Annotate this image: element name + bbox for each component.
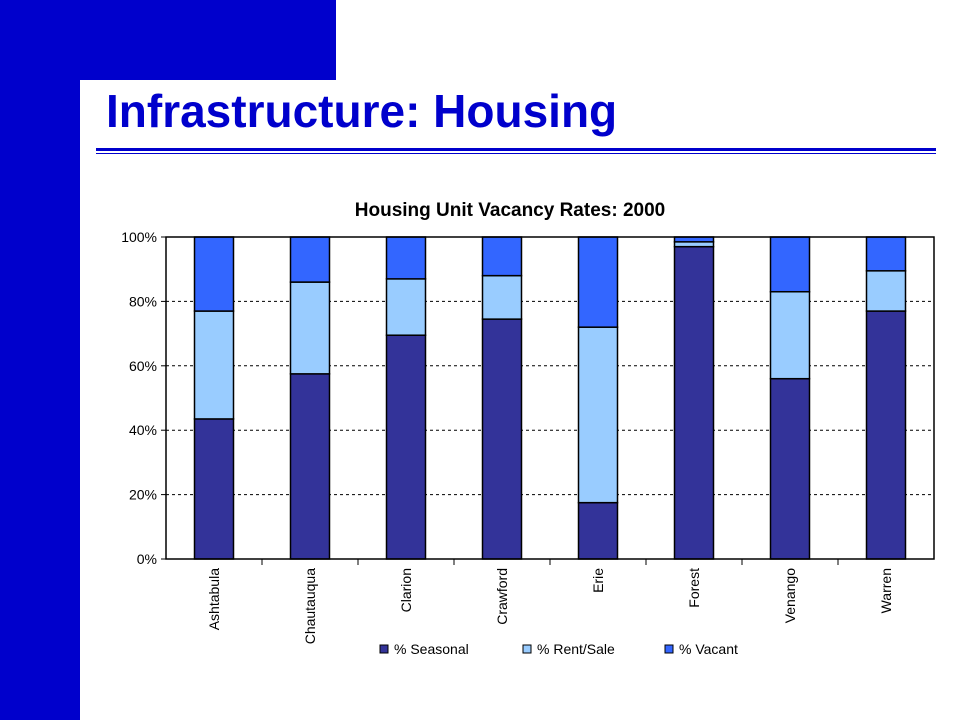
bar-segment-venango-rentsale [769,290,811,380]
bar-segment-crawford-seasonal [481,318,523,560]
legend-label: % Rent/Sale [537,641,615,657]
bar-segment-erie-rentsale [577,326,619,504]
legend: % Seasonal % Rent/Sale % Vacant [379,641,738,657]
bar-segment-erie-vacant [577,236,619,328]
x-tick-label: Crawford [494,568,510,625]
bar-segment-crawford-vacant [481,236,523,277]
y-tick-label: 60% [129,358,157,374]
bar-segment-crawford-rentsale [481,274,523,320]
legend-swatch [522,644,532,654]
x-tick-label: Venango [782,568,798,623]
bar-segment-chautauqua-rentsale [289,281,331,375]
y-tick-label: 40% [129,422,157,438]
bar-segment-ashtabula-rentsale [193,310,235,420]
gridlines [166,300,934,496]
axes: 0% 20% 40% 60% 80% 100% Ashtabula Chautauqua Cla… [121,229,935,645]
bar-segment-venango-vacant [769,236,811,293]
y-tick-label: 0% [137,551,157,567]
y-tick-label: 100% [121,229,157,245]
x-tick-label: Erie [590,568,606,593]
y-tick-label: 20% [129,487,157,503]
x-tick-label: Clarion [398,568,414,612]
title-underline-thin [96,153,936,154]
x-tick-label: Warren [878,568,894,613]
bar-segment-ashtabula-vacant [193,236,235,312]
legend-label: % Vacant [679,641,738,657]
legend-swatch [379,644,389,654]
bar-segment-clarion-vacant [385,236,427,280]
bar-segment-erie-seasonal [577,501,619,560]
bar-segment-chautauqua-vacant [289,236,331,283]
bar-segment-forest-seasonal [673,245,715,560]
slide-title: Infrastructure: Housing [106,85,618,137]
x-tick-label: Ashtabula [206,568,222,630]
bar-segment-ashtabula-seasonal [193,418,235,560]
bar-segment-clarion-seasonal [385,334,427,560]
y-tick-label: 80% [129,293,157,309]
legend-swatch [664,644,674,654]
bar-segment-warren-seasonal [865,310,907,560]
brand-sidebar-bar [0,0,80,720]
bar-segment-warren-vacant [865,236,907,272]
bar-segment-warren-rentsale [865,270,907,312]
x-tick-label: Chautauqua [302,568,318,645]
legend-label: % Seasonal [394,641,469,657]
x-tick-label: Forest [686,568,702,608]
bar-segment-clarion-rentsale [385,278,427,336]
bars [193,236,907,560]
title-underline-thick [96,148,936,151]
bar-segment-chautauqua-seasonal [289,373,331,560]
brand-header-block [0,0,336,80]
bar-segment-venango-seasonal [769,377,811,560]
chart-title: Housing Unit Vacancy Rates: 2000 [355,200,665,221]
plot-frame [165,236,935,560]
